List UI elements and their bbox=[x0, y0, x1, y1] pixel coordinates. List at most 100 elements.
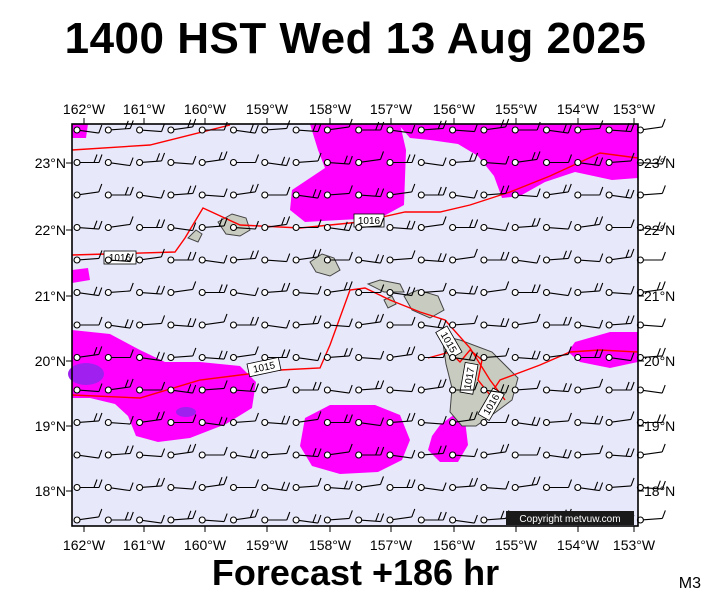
wind-barb-station bbox=[73, 386, 81, 394]
wind-barb-feather bbox=[562, 382, 567, 392]
lon-label: 156°W bbox=[433, 101, 476, 117]
wind-barb-feather bbox=[129, 349, 134, 358]
wind-barb-shaft bbox=[455, 129, 475, 133]
wind-barb-shaft bbox=[111, 487, 131, 492]
wind-barb-station bbox=[104, 256, 112, 264]
wind-barb-shaft bbox=[424, 324, 444, 329]
wind-barb-feather bbox=[505, 347, 510, 357]
wind-barb-feather bbox=[505, 480, 510, 490]
lon-label: 158°W bbox=[309, 101, 352, 117]
wind-barb-feather bbox=[223, 284, 228, 293]
wind-barb-feather bbox=[98, 412, 103, 422]
wind-barb-feather bbox=[312, 514, 317, 523]
wind-barb-feather bbox=[500, 251, 505, 261]
wind-barb-shaft bbox=[518, 387, 538, 391]
wind-barb-feather bbox=[249, 316, 255, 326]
wind-barb-shaft bbox=[236, 353, 256, 358]
wind-barb-shaft bbox=[424, 223, 444, 228]
wind-barb-station bbox=[480, 353, 488, 362]
wind-barb-feather bbox=[469, 153, 474, 162]
wind-barb-feather bbox=[254, 154, 260, 163]
wind-barb-station bbox=[167, 418, 175, 427]
wind-barb-station bbox=[323, 158, 331, 167]
wind-barb-feather bbox=[411, 287, 416, 296]
wind-barb-station bbox=[417, 191, 425, 199]
wind-barb-feather bbox=[98, 316, 103, 326]
lon-label: 154°W bbox=[557, 101, 600, 117]
wind-barb-feather bbox=[348, 347, 353, 357]
wind-barb-feather bbox=[500, 444, 505, 453]
wind-barb-station bbox=[480, 516, 488, 524]
wind-barb-station bbox=[136, 418, 144, 427]
wind-barb-feather bbox=[411, 154, 416, 163]
wind-barb-feather bbox=[505, 222, 510, 231]
wind-barb-shaft bbox=[612, 322, 632, 326]
wind-barb-shaft bbox=[549, 292, 569, 297]
wind-barb-station bbox=[229, 418, 238, 427]
wind-barb-shaft bbox=[455, 160, 475, 163]
wind-barb-shaft bbox=[142, 454, 162, 458]
wind-barb-feather bbox=[343, 480, 348, 489]
wind-barb-station bbox=[323, 191, 331, 199]
wind-barb-feather bbox=[411, 508, 416, 518]
wind-barb-station bbox=[417, 223, 425, 232]
wind-barb-feather bbox=[442, 319, 447, 329]
wind-barb-station bbox=[511, 321, 519, 329]
wind-barb-shaft bbox=[580, 223, 600, 228]
wind-barb-feather bbox=[218, 350, 223, 359]
wind-barb-shaft bbox=[643, 487, 663, 490]
wind-barb-feather bbox=[254, 220, 259, 230]
copyright-badge: Copyright metvuw.com bbox=[506, 511, 634, 525]
wind-barb-shaft bbox=[267, 127, 287, 131]
wind-barb-feather bbox=[129, 157, 134, 166]
wind-barb-feather bbox=[160, 248, 165, 258]
wind-barb-station bbox=[449, 126, 457, 134]
wind-barb-feather bbox=[286, 253, 291, 262]
wind-barb-shaft bbox=[205, 357, 225, 360]
wind-barb-shaft bbox=[173, 487, 193, 490]
wind-barb-feather bbox=[656, 414, 661, 423]
wind-barb-station bbox=[167, 223, 175, 232]
wind-barb-shaft bbox=[111, 290, 131, 293]
wind-barb-feather bbox=[223, 446, 228, 456]
wind-barb-feather bbox=[599, 349, 604, 358]
wind-barb-feather bbox=[562, 250, 567, 260]
wind-barb-feather bbox=[375, 254, 380, 263]
wind-barb-shaft bbox=[205, 519, 225, 523]
wind-barb-feather bbox=[343, 414, 348, 423]
wind-barb-feather bbox=[380, 188, 385, 197]
wind-barb-feather bbox=[442, 445, 447, 454]
wind-barb-shaft bbox=[142, 418, 162, 423]
wind-barb-station bbox=[480, 158, 488, 167]
wind-barb-feather bbox=[375, 380, 380, 390]
wind-barb-feather bbox=[411, 346, 416, 355]
wind-barb-station bbox=[229, 386, 238, 394]
wind-barb-feather bbox=[218, 416, 223, 426]
copyright-text: Copyright metvuw.com bbox=[519, 514, 620, 525]
wind-barb-station bbox=[386, 483, 394, 492]
wind-barb-station bbox=[511, 223, 519, 232]
wind-barb-station bbox=[323, 256, 331, 264]
wind-barb-feather bbox=[531, 350, 536, 359]
wind-barb-feather bbox=[625, 447, 630, 457]
wind-barb-feather bbox=[442, 415, 447, 425]
wind-barb-shaft bbox=[361, 259, 381, 264]
wind-barb-feather bbox=[411, 250, 416, 259]
wind-barb-shaft bbox=[549, 257, 569, 261]
wind-barb-feather bbox=[249, 184, 254, 193]
wind-barb-feather bbox=[286, 282, 291, 292]
wind-barb-shaft bbox=[142, 357, 162, 362]
wind-barb-station bbox=[323, 126, 331, 134]
wind-barb-feather bbox=[223, 254, 228, 264]
wind-barbs bbox=[73, 118, 666, 524]
lon-labels-top: 162°W 161°W 160°W 159°W 158°W 157°W 156°… bbox=[63, 101, 656, 117]
wind-barb-station bbox=[480, 126, 488, 134]
wind-barb-shaft bbox=[236, 516, 256, 521]
wind-barb-feather bbox=[192, 222, 197, 231]
wind-barb-shaft bbox=[361, 225, 381, 228]
wind-barb-station bbox=[542, 386, 551, 394]
wind-barb-station bbox=[417, 256, 425, 264]
wind-barb-feather bbox=[442, 157, 447, 166]
wind-barb-shaft bbox=[580, 259, 600, 263]
wind-barb-feather bbox=[442, 253, 447, 262]
